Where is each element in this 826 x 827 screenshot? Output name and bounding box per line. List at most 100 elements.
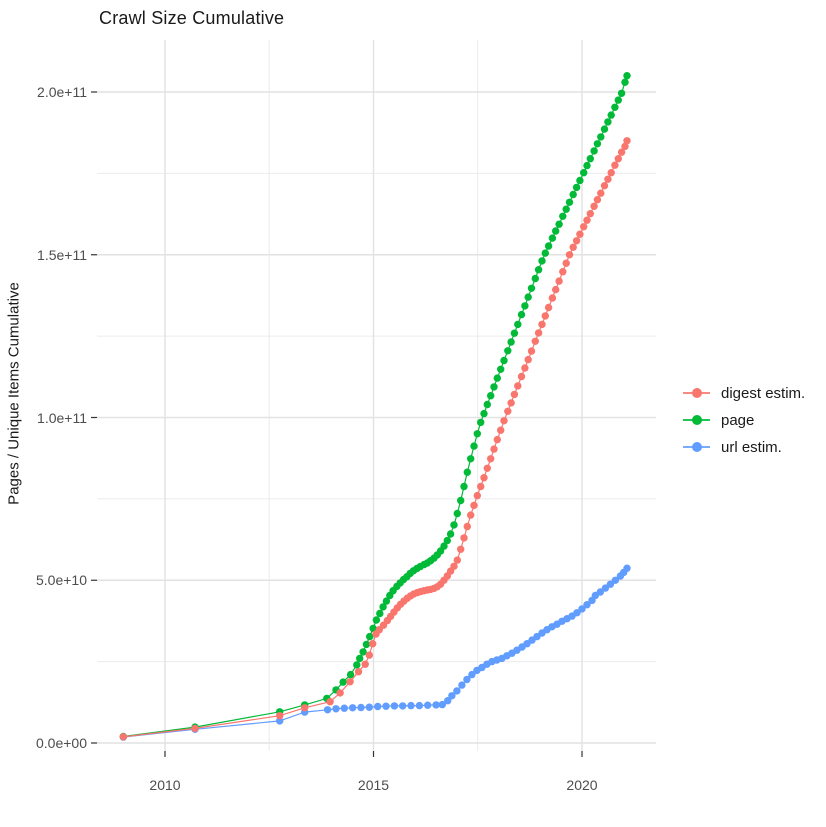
chart-title: Crawl Size Cumulative [99, 8, 285, 28]
data-point [497, 426, 505, 434]
data-point [415, 701, 424, 710]
data-point [517, 310, 526, 319]
data-point [440, 542, 448, 550]
legend-key-dot [692, 388, 702, 398]
data-point [332, 705, 340, 713]
legend-item-url-estim: url estim. [683, 437, 782, 457]
data-point [601, 584, 610, 592]
gridlines-minor [97, 40, 656, 751]
data-point [607, 169, 615, 177]
data-point [521, 302, 529, 310]
series-digest-estim [119, 137, 631, 741]
data-point [473, 491, 481, 500]
data-point [357, 703, 365, 712]
data-point [562, 259, 570, 267]
data-point [606, 580, 615, 588]
data-point [534, 266, 543, 274]
data-point [493, 435, 501, 444]
gridlines-major [97, 40, 656, 751]
data-point [531, 274, 539, 283]
data-point [593, 140, 602, 148]
data-point [572, 183, 581, 192]
data-point [339, 678, 347, 686]
data-point [531, 337, 539, 345]
data-point [593, 196, 602, 204]
data-point [597, 133, 605, 141]
data-point [611, 103, 619, 112]
data-point [374, 702, 382, 711]
data-point [507, 399, 515, 407]
data-point [580, 169, 588, 177]
data-point [460, 482, 468, 491]
data-point [366, 632, 374, 641]
data-point [490, 383, 498, 391]
data-point [555, 220, 563, 228]
data-point [514, 320, 522, 329]
data-point [493, 374, 501, 382]
data-point [524, 293, 532, 301]
data-point [450, 521, 458, 529]
data-point [600, 125, 609, 133]
data-point [527, 284, 536, 292]
data-point [534, 329, 543, 337]
x-tick-label: 2020 [566, 777, 598, 793]
data-point [463, 468, 471, 476]
data-point [617, 89, 626, 98]
data-point [191, 724, 199, 733]
data-point [621, 78, 629, 86]
data-point [399, 702, 407, 710]
x-tick-label: 2010 [149, 777, 181, 793]
data-point [580, 223, 588, 231]
data-point [583, 216, 591, 224]
legend-item-digest-estim: digest estim. [683, 383, 805, 403]
data-point [569, 190, 577, 199]
data-point [538, 257, 546, 265]
data-point [450, 562, 458, 570]
data-point [604, 118, 612, 126]
data-point [369, 640, 377, 648]
data-point [596, 588, 604, 596]
data-point [346, 670, 355, 679]
data-point [514, 382, 522, 390]
data-point [527, 347, 536, 355]
data-point [323, 706, 332, 714]
data-point [611, 576, 620, 584]
data-point [301, 704, 309, 712]
data-point [336, 689, 344, 697]
data-point [548, 234, 557, 242]
data-point [467, 511, 475, 519]
data-point [359, 648, 367, 656]
data-point [467, 455, 475, 463]
data-point [463, 522, 471, 531]
legend-key-dot [692, 415, 702, 425]
data-point [276, 717, 284, 725]
data-point [569, 243, 577, 251]
data-point [500, 417, 508, 425]
data-point [538, 320, 546, 329]
data-point [346, 678, 354, 686]
data-point [365, 651, 373, 659]
data-point [356, 654, 364, 663]
data-point [448, 692, 456, 700]
data-point [468, 670, 476, 679]
data-point [544, 242, 553, 250]
data-point [565, 251, 574, 259]
legend-key-icon [683, 410, 710, 430]
data-point [607, 111, 615, 119]
data-point [480, 409, 488, 418]
data-point [444, 697, 452, 705]
data-point [555, 277, 563, 285]
data-point [504, 347, 512, 355]
data-point [623, 72, 631, 80]
data-point [487, 392, 495, 400]
data-point [504, 407, 512, 415]
data-point [541, 312, 549, 320]
data-point [458, 681, 466, 689]
data-point [576, 176, 584, 185]
data-point [432, 701, 440, 709]
data-point [597, 189, 605, 197]
data-point [578, 605, 586, 613]
data-point [548, 294, 557, 302]
